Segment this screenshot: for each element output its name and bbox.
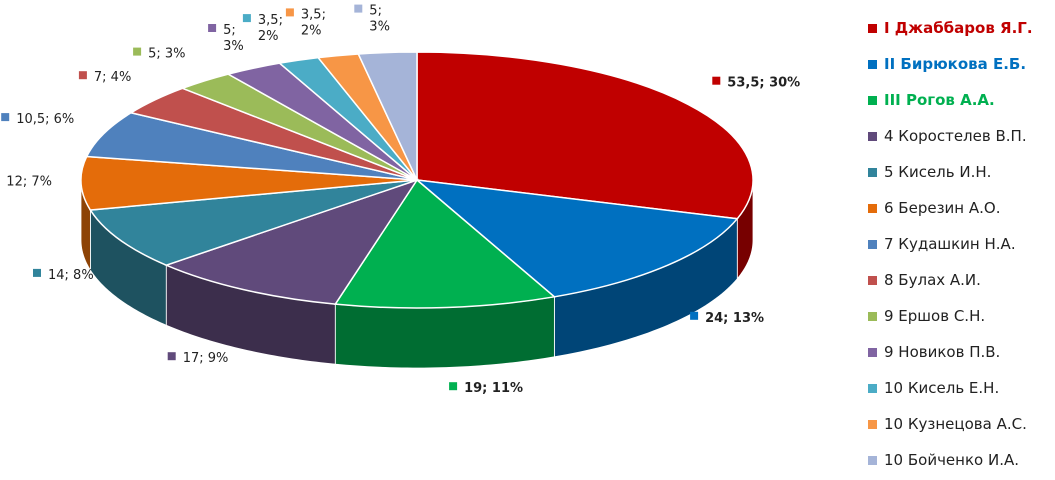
data-label-text: 3,5; [258, 13, 283, 28]
data-label: 19; 11% [449, 381, 523, 396]
data-label: 17; 9% [167, 351, 229, 366]
label-marker [33, 268, 41, 277]
data-label: 12; 7% [6, 175, 52, 190]
legend-label: 10 Кисель Е.Н. [884, 379, 1000, 397]
legend-item: II Бирюкова Е.Б. [868, 46, 1053, 82]
data-label-text: 5; [369, 4, 382, 19]
legend-swatch [868, 455, 877, 465]
legend-item: 10 Кисель Е.Н. [868, 370, 1053, 406]
legend-item: 9 Новиков П.В. [868, 334, 1053, 370]
pie-slice [85, 111, 418, 181]
legend-swatch [868, 95, 877, 105]
label-marker [449, 382, 458, 391]
data-label-text: 5; [223, 23, 236, 38]
data-label-text: 19; 11% [464, 381, 523, 396]
legend-label: 6 Березин А.О. [884, 199, 1001, 217]
data-label-text: 3,5; [301, 7, 326, 22]
label-marker [208, 24, 217, 32]
legend-swatch [868, 419, 877, 429]
legend-item: III Рогов А.А. [868, 82, 1053, 118]
legend-swatch [868, 275, 877, 285]
legend-item: 4 Коростелев В.П. [868, 118, 1053, 154]
legend-label: I Джаббаров Я.Г. [884, 19, 1033, 37]
data-label-text: 24; 13% [705, 311, 764, 326]
legend-label: 10 Кузнецова А.С. [884, 415, 1027, 433]
data-labels: 53,5; 30% 24; 13% 19; 11% 17; 9% 14; 8% 12; 7… [1, 4, 800, 396]
legend-label: 7 Кудашкин Н.А. [884, 235, 1016, 253]
label-marker [354, 4, 363, 13]
legend-label: 9 Ершов С.Н. [884, 307, 986, 325]
data-label-text: 10,5; 6% [16, 112, 74, 127]
data-label-text: 3% [369, 20, 390, 35]
data-label-text: 2% [301, 23, 322, 38]
label-marker [242, 14, 251, 23]
data-label-text: 17; 9% [183, 351, 229, 366]
pie-slice [357, 51, 418, 181]
legend-item: 10 Кузнецова А.С. [868, 406, 1053, 442]
data-label: 5;3% [354, 4, 390, 35]
legend-swatch [868, 59, 877, 69]
pie-chart: 53,5; 30% 24; 13% 19; 11% 17; 9% 14; 8% 12; 7… [1, 4, 800, 396]
legend-item: 5 Кисель И.Н. [868, 154, 1053, 190]
legend-label: 5 Кисель И.Н. [884, 163, 992, 181]
legend-swatch [868, 23, 877, 33]
data-label: 5;3% [208, 23, 244, 54]
legend-item: 6 Березин А.О. [868, 190, 1053, 226]
label-marker [167, 352, 176, 361]
pie-slice [80, 155, 418, 211]
pie-slice [416, 51, 754, 220]
legend-label: 4 Коростелев В.П. [884, 127, 1027, 145]
data-label-text: 7; 4% [94, 70, 131, 85]
legend-label: 10 Бойченко И.А. [884, 451, 1019, 469]
data-label: 14; 8% [33, 268, 94, 283]
pie-slice [333, 178, 557, 309]
label-marker [133, 47, 142, 56]
legend-item: 7 Кудашкин Н.А. [868, 226, 1053, 262]
data-label: 3,5;2% [285, 7, 326, 38]
data-label-text: 53,5; 30% [727, 76, 800, 91]
legend-swatch [868, 239, 877, 249]
pie-slice [164, 178, 419, 305]
legend-item: 9 Ершов С.Н. [868, 298, 1053, 334]
legend-swatch [868, 203, 877, 213]
legend-item: 10 Бойченко И.А. [868, 442, 1053, 478]
data-label: 7; 4% [78, 70, 131, 85]
legend-swatch [868, 311, 877, 321]
pie-slice [89, 179, 418, 267]
legend-label: 8 Булах А.И. [884, 271, 981, 289]
legend-label: 9 Новиков П.В. [884, 343, 1001, 361]
label-marker [285, 8, 294, 17]
legend-swatch [868, 167, 877, 177]
data-label-text: 14; 8% [48, 268, 94, 283]
data-label-text: 3% [223, 39, 244, 54]
legend-label: II Бирюкова Е.Б. [884, 55, 1027, 73]
data-label-text: 2% [258, 29, 279, 44]
data-label: 10,5; 6% [1, 112, 74, 127]
legend-item: 8 Булах А.И. [868, 262, 1053, 298]
label-marker [1, 113, 10, 122]
legend-swatch [868, 347, 877, 357]
data-label-text: 12; 7% [6, 175, 52, 190]
legend: I Джаббаров Я.Г. II Бирюкова Е.Б. III Рого… [868, 10, 1053, 478]
label-marker [78, 71, 87, 80]
legend-label: III Рогов А.А. [884, 91, 995, 109]
label-marker [712, 76, 721, 85]
data-label: 3,5;2% [242, 13, 283, 44]
data-label: 5; 3% [133, 47, 186, 62]
data-label-text: 5; 3% [148, 47, 185, 62]
legend-swatch [868, 383, 877, 393]
data-label: 24; 13% [690, 311, 764, 326]
pie-top [80, 51, 754, 309]
pie-slice [414, 178, 739, 298]
data-label: 53,5; 30% [712, 76, 800, 91]
legend-item: I Джаббаров Я.Г. [868, 10, 1053, 46]
label-marker [690, 311, 699, 320]
legend-swatch [868, 131, 877, 141]
